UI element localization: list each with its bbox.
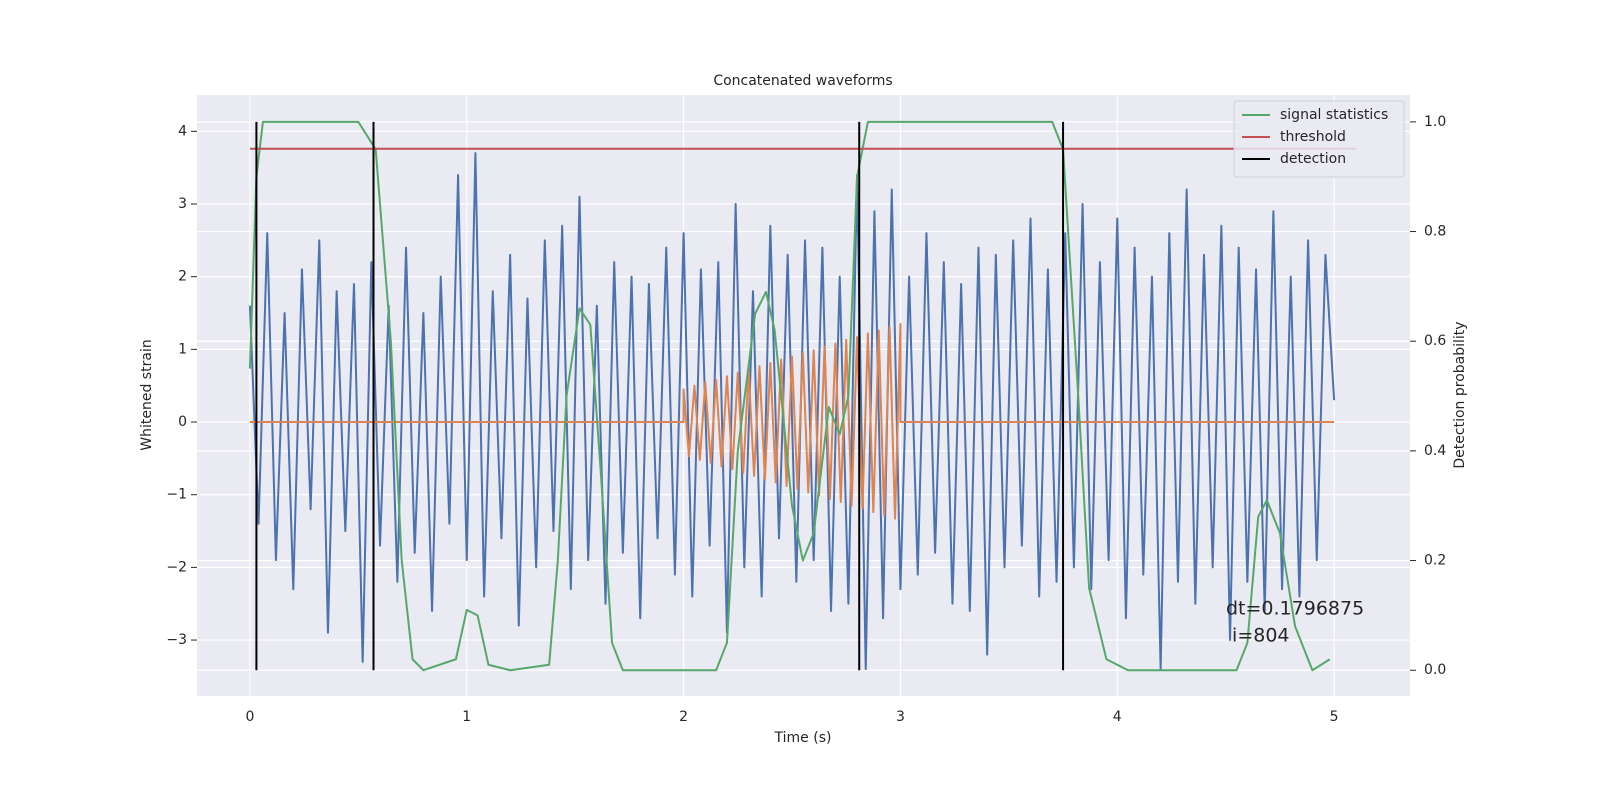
y2-tick-label: 0.4 — [1424, 443, 1446, 459]
legend-box — [1233, 100, 1405, 178]
y-tick-label: −1 — [166, 487, 187, 503]
annotation: dt=0.1796875 — [1226, 598, 1364, 620]
x-tick-label: 4 — [1113, 709, 1122, 725]
legend-label: threshold — [1280, 129, 1346, 145]
chart-title: Concatenated waveforms — [713, 73, 892, 89]
x-tick-label: 3 — [896, 709, 905, 725]
axes: 0 1 2 3 4 5 −3 −2 −1 0 1 2 3 4 0.0 0.2 0.4 0.6 0.8 1.0 — [166, 114, 1446, 725]
plot-lines — [248, 120, 1356, 672]
series-line — [249, 322, 1335, 520]
y-tick-label: 4 — [178, 123, 187, 139]
annotation: i=804 — [1226, 625, 1290, 647]
y-tick-label: 3 — [178, 196, 187, 212]
series-line — [248, 152, 1336, 671]
legend-label: signal statistics — [1280, 107, 1388, 123]
legend: signal statistics threshold detection — [1233, 100, 1405, 178]
legend-label: detection — [1280, 151, 1346, 167]
x-tick-label: 1 — [462, 709, 471, 725]
y2-tick-label: 0.0 — [1424, 662, 1446, 678]
y-tick-label: 2 — [178, 269, 187, 285]
y-tick-label: −2 — [166, 559, 187, 575]
y2-tick-label: 0.6 — [1424, 333, 1446, 349]
y-tick-label: 0 — [178, 414, 187, 430]
y2-tick-label: 0.2 — [1424, 553, 1446, 569]
x-axis-label: Time (s) — [774, 730, 832, 746]
y2-axis-label: Detection probability — [1452, 321, 1468, 468]
y-axis-label: Whitened strain — [139, 339, 155, 450]
x-tick-label: 5 — [1330, 709, 1339, 725]
series-line — [248, 120, 1331, 672]
y-tick-label: −3 — [166, 632, 187, 648]
y2-tick-label: 1.0 — [1424, 114, 1446, 130]
x-tick-label: 0 — [245, 709, 254, 725]
x-tick-label: 2 — [679, 709, 688, 725]
y2-tick-label: 0.8 — [1424, 224, 1446, 240]
y-tick-label: 1 — [178, 341, 187, 357]
